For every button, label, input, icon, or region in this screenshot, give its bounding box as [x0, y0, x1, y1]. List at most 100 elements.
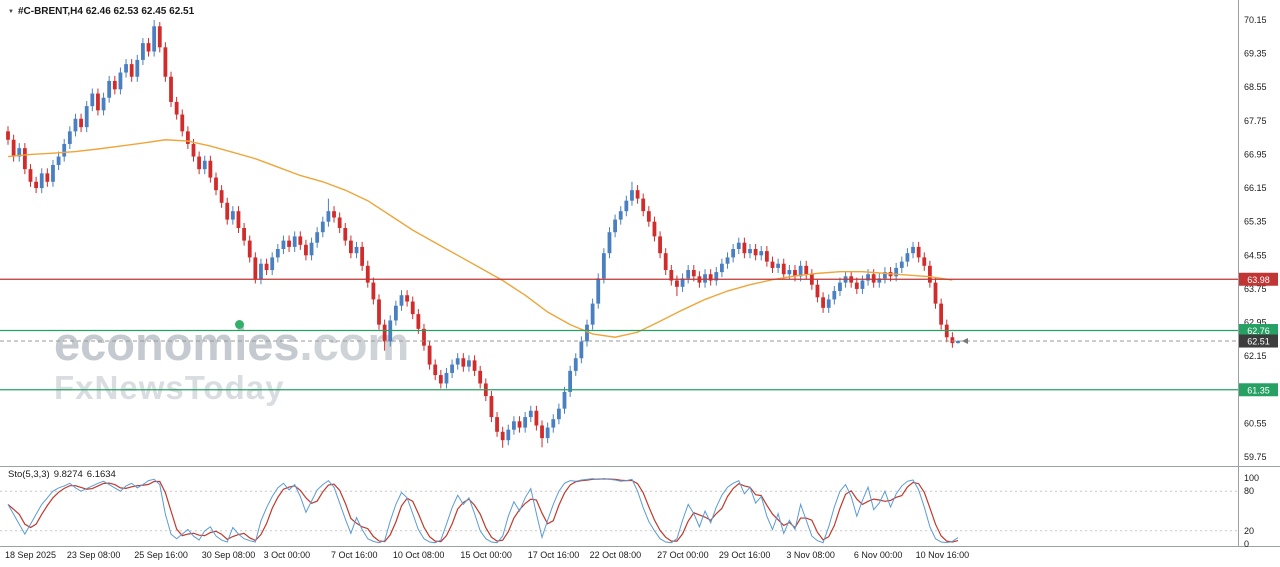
candle — [927, 265, 932, 283]
candle — [753, 249, 758, 256]
candle — [225, 202, 230, 220]
candle — [292, 236, 297, 247]
price-tick-label: 68.55 — [1244, 82, 1267, 92]
candle — [67, 131, 72, 144]
candle — [675, 280, 679, 287]
candle — [45, 173, 50, 182]
candle — [152, 26, 157, 52]
candle — [720, 263, 724, 273]
candle — [298, 236, 303, 245]
candle — [506, 429, 511, 441]
candle — [304, 244, 308, 256]
candle — [956, 341, 960, 344]
candle — [337, 217, 342, 228]
candle — [742, 242, 747, 254]
candle — [163, 47, 168, 77]
candle — [680, 278, 685, 287]
candle — [320, 221, 325, 233]
candle — [405, 295, 410, 302]
indicator-name: Sto(5,3,3) — [8, 469, 50, 480]
candle — [556, 408, 561, 420]
candle — [247, 240, 252, 258]
candle — [433, 364, 438, 376]
time-label: 3 Oct 00:00 — [264, 550, 311, 560]
candle — [360, 246, 365, 266]
candle — [450, 364, 454, 373]
candle — [438, 375, 443, 384]
candle — [939, 303, 944, 325]
candle — [264, 263, 269, 271]
candle — [815, 284, 820, 298]
candle — [562, 391, 567, 409]
price-tick-label: 70.15 — [1244, 15, 1267, 25]
candle — [101, 97, 106, 111]
candle — [461, 358, 466, 367]
time-label: 7 Oct 16:00 — [331, 550, 378, 560]
candle — [281, 240, 286, 250]
price-tick-label: 67.75 — [1244, 116, 1267, 126]
candle — [11, 139, 16, 157]
moving-average-line — [7, 139, 953, 338]
price-tag-label: 62.76 — [1247, 326, 1270, 336]
candle — [56, 156, 61, 165]
candle — [764, 251, 769, 262]
time-label: 22 Oct 08:00 — [590, 550, 642, 560]
time-label: 25 Sep 16:00 — [134, 550, 188, 560]
candle — [169, 76, 173, 102]
candle — [410, 301, 415, 315]
candle — [793, 270, 797, 277]
price-level-tag — [1239, 383, 1278, 397]
candle — [185, 131, 190, 144]
price-tag-label: 61.35 — [1247, 385, 1270, 395]
chevron-down-icon[interactable]: ▼ — [8, 8, 14, 15]
price-level-tag — [1239, 272, 1278, 286]
price-tick-label: 63.75 — [1244, 284, 1267, 294]
candle — [472, 360, 477, 371]
candle — [517, 421, 522, 428]
time-label: 6 Nov 00:00 — [854, 550, 903, 560]
candle — [118, 72, 123, 90]
time-label: 17 Oct 16:00 — [528, 550, 580, 560]
candle — [416, 314, 421, 329]
symbol-info[interactable]: ▼ #C-BRENT,H4 62.46 62.53 62.45 62.51 — [8, 6, 194, 17]
candle — [748, 249, 752, 254]
indicator-d-value: 6.1634 — [86, 469, 116, 480]
time-label: 23 Sep 08:00 — [67, 550, 121, 560]
candle — [635, 190, 640, 199]
candle — [39, 173, 44, 189]
candle — [382, 324, 387, 342]
watermark-text-pre: econom — [54, 317, 235, 370]
candle — [315, 232, 320, 243]
candle — [866, 274, 870, 281]
price-tick-label: 62.15 — [1244, 351, 1267, 361]
price-tick-label: 69.35 — [1244, 49, 1267, 59]
candle — [22, 148, 27, 170]
sto-k-line — [7, 478, 959, 544]
candle — [601, 253, 606, 279]
candle — [669, 270, 674, 281]
candle — [523, 417, 528, 428]
candle — [455, 358, 460, 365]
candle — [348, 240, 353, 254]
candle — [950, 337, 955, 344]
candle — [219, 190, 224, 203]
candle — [731, 249, 736, 258]
candle — [427, 345, 432, 365]
candle — [236, 211, 241, 228]
price-tick-label: 59.75 — [1244, 452, 1267, 462]
candle — [444, 372, 449, 384]
candle — [500, 431, 505, 441]
candle — [860, 280, 865, 289]
candle — [422, 328, 426, 346]
candle — [641, 198, 646, 212]
time-label: 30 Sep 08:00 — [202, 550, 256, 560]
candle — [916, 246, 921, 258]
candle — [658, 236, 662, 254]
price-arrow-marker — [962, 338, 968, 345]
candle — [17, 148, 22, 157]
candle — [146, 43, 151, 52]
candle — [512, 421, 516, 430]
price-tag-label: 63.98 — [1247, 275, 1270, 285]
candle — [686, 270, 691, 279]
